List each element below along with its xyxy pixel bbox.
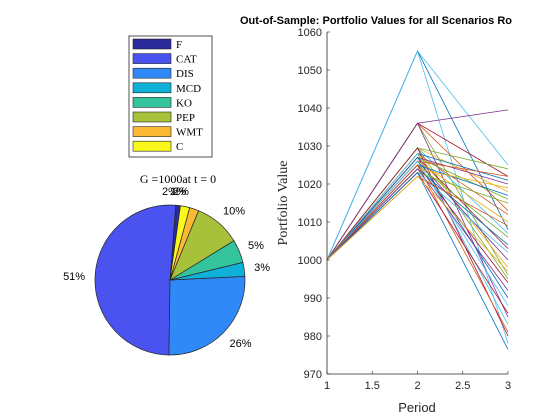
legend-swatch-cat bbox=[132, 53, 172, 64]
pie-label-c: 2% bbox=[173, 186, 189, 198]
legend-swatch-pep bbox=[132, 111, 172, 123]
pie-chart: G =1000at t = 0 51% 26% 3% 5% 10% 2%2% 1% bbox=[63, 172, 270, 356]
legend-swatch-mcd bbox=[132, 82, 172, 94]
y-tick-label: 1000 bbox=[298, 255, 322, 267]
legend-label-pep: PEP bbox=[176, 112, 195, 124]
legend-label-wmt: WMT bbox=[176, 127, 203, 139]
series-line-25 bbox=[326, 160, 509, 306]
legend-label-c: C bbox=[176, 141, 183, 153]
pie-slice-c bbox=[169, 205, 191, 281]
y-axis-label: Portfolio Value bbox=[276, 161, 291, 246]
legend-swatch-ko bbox=[132, 97, 172, 108]
legend-label-ko: KO bbox=[176, 97, 192, 109]
series-line-17 bbox=[326, 152, 509, 325]
x-tick-label: 3 bbox=[505, 380, 511, 392]
pie-slice-dis bbox=[168, 275, 246, 356]
series-line-29 bbox=[326, 164, 509, 333]
legend-label-cat: CAT bbox=[176, 54, 197, 66]
pie-label-mcd: 3% bbox=[254, 262, 270, 274]
pie-slice-cat bbox=[94, 204, 177, 356]
pie-label-wmt: 2% bbox=[162, 186, 178, 198]
pie-extra-label: 1% bbox=[170, 186, 186, 198]
pie-label-dis: 26% bbox=[230, 338, 252, 350]
pie-label-cat: 51% bbox=[63, 271, 85, 283]
y-tick-label: 1020 bbox=[298, 179, 322, 191]
x-tick-label: 1.5 bbox=[365, 380, 380, 392]
series-line-38 bbox=[326, 175, 509, 272]
series-line-21 bbox=[326, 156, 509, 299]
y-tick-label: 1030 bbox=[298, 141, 322, 153]
pie-label-ko: 5% bbox=[248, 240, 264, 252]
x-tick-label: 2 bbox=[414, 380, 420, 392]
pie-title: G =1000at t = 0 bbox=[140, 172, 216, 186]
series-line-3 bbox=[326, 49, 509, 344]
series-line-8 bbox=[326, 122, 509, 318]
line-chart: Out-of-Sample: Portfolio Values for all … bbox=[240, 15, 512, 415]
y-tick-label: 1050 bbox=[298, 65, 322, 77]
y-tick-label: 1010 bbox=[298, 217, 322, 229]
x-tick-label: 2.5 bbox=[455, 380, 470, 392]
y-tick-label: 1040 bbox=[298, 103, 322, 115]
y-tick-label: 970 bbox=[304, 369, 322, 381]
legend-label-dis: DIS bbox=[176, 68, 194, 80]
y-tick-label: 980 bbox=[304, 331, 322, 343]
legend-swatch-wmt bbox=[132, 126, 172, 137]
series-line-36 bbox=[326, 171, 509, 350]
y-tick-label: 990 bbox=[304, 293, 322, 305]
line-chart-title: Out-of-Sample: Portfolio Values for all … bbox=[240, 15, 512, 27]
legend-swatch-dis bbox=[132, 67, 172, 79]
legend-label-mcd: MCD bbox=[176, 83, 201, 95]
legend-swatch-c bbox=[132, 140, 172, 152]
legend-label-f: F bbox=[176, 39, 182, 51]
pie-label-pep: 10% bbox=[223, 206, 245, 218]
plot-area bbox=[327, 32, 508, 374]
x-tick-label: 1 bbox=[324, 380, 330, 392]
y-tick-label: 1060 bbox=[298, 27, 322, 39]
series-line-13 bbox=[326, 147, 509, 337]
legend-swatch-f bbox=[132, 38, 172, 50]
x-axis-label: Period bbox=[398, 400, 436, 415]
series-line-32 bbox=[326, 168, 509, 291]
pie-legend: F CAT DIS MCD KO PEP WMT C bbox=[128, 35, 213, 158]
